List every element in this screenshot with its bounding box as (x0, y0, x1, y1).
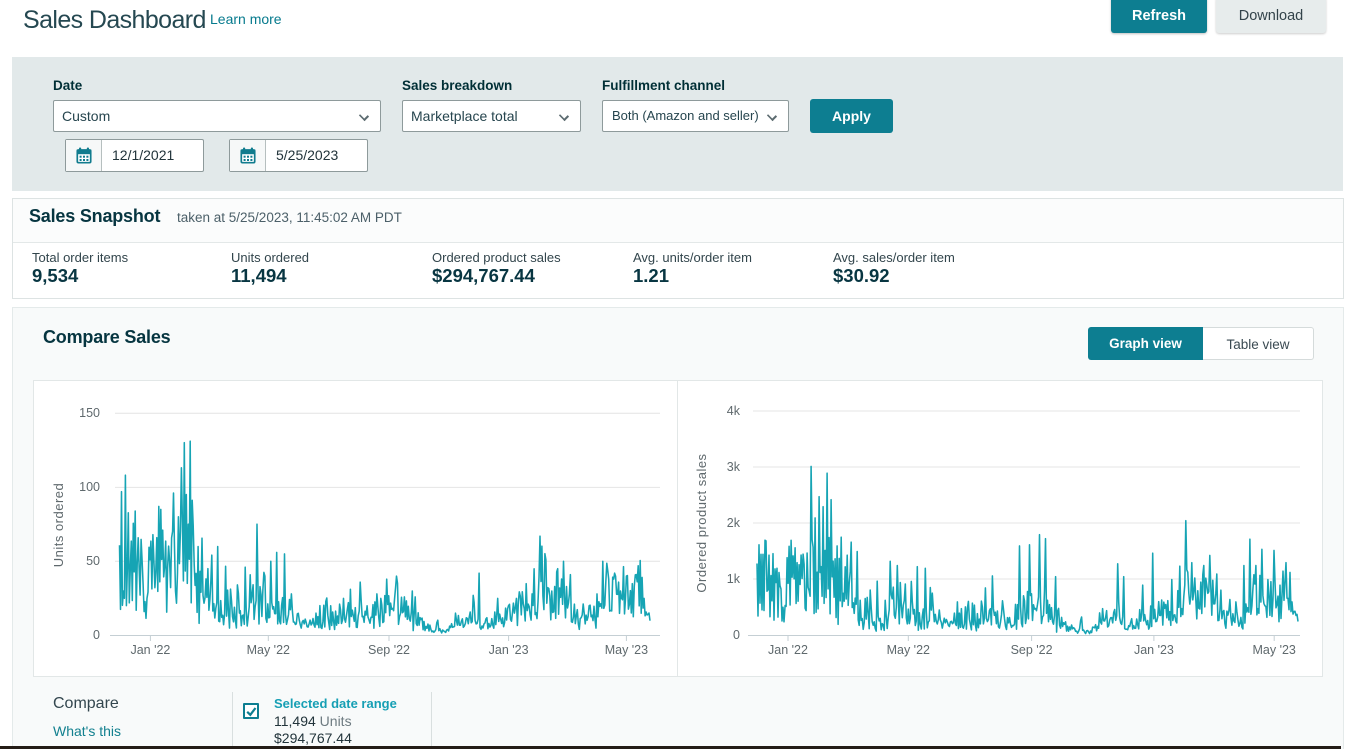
svg-text:May '22: May '22 (247, 643, 290, 657)
svg-text:0: 0 (93, 628, 100, 642)
svg-text:Jan '22: Jan '22 (130, 643, 170, 657)
svg-text:0: 0 (733, 628, 740, 642)
svg-text:4k: 4k (727, 404, 741, 418)
svg-text:May '23: May '23 (605, 643, 648, 657)
svg-text:1k: 1k (727, 572, 741, 586)
svg-text:Jan '22: Jan '22 (768, 643, 808, 657)
svg-text:Sep '22: Sep '22 (1011, 643, 1053, 657)
svg-text:Jan '23: Jan '23 (1134, 643, 1174, 657)
svg-text:150: 150 (79, 406, 100, 420)
svg-text:May '22: May '22 (887, 643, 930, 657)
svg-text:2k: 2k (727, 516, 741, 530)
svg-text:May '23: May '23 (1253, 643, 1296, 657)
svg-text:50: 50 (86, 554, 100, 568)
svg-text:Jan '23: Jan '23 (489, 643, 529, 657)
svg-text:100: 100 (79, 480, 100, 494)
svg-text:3k: 3k (727, 460, 741, 474)
svg-text:Ordered product sales: Ordered product sales (694, 453, 709, 592)
svg-text:Units ordered: Units ordered (51, 483, 66, 568)
svg-text:Sep '22: Sep '22 (368, 643, 410, 657)
